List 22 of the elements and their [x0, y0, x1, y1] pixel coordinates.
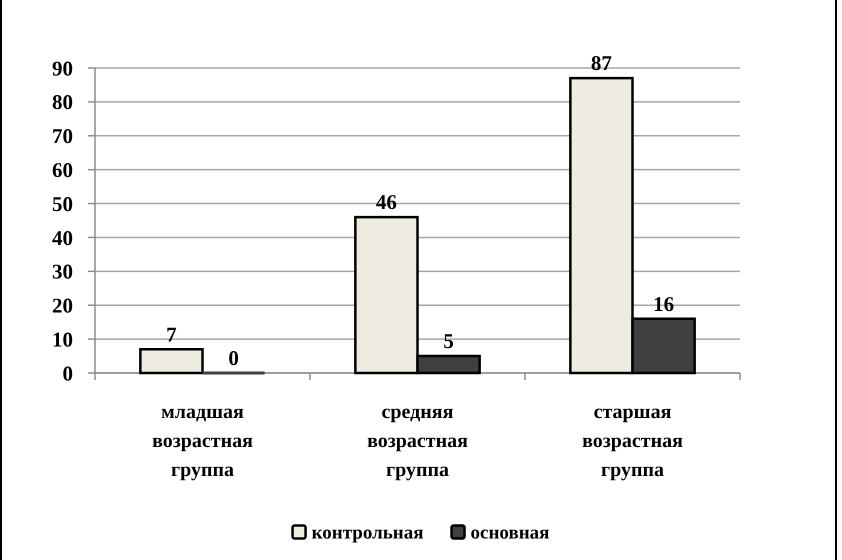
y-tick-label: 0: [62, 361, 73, 386]
x-tick-label: старшая возрастная группа: [582, 401, 684, 481]
y-tick-label: 60: [52, 158, 73, 182]
x-tick-label: средняя возрастная группа: [367, 401, 468, 481]
data-label: 7: [166, 322, 177, 346]
data-label: 16: [653, 292, 674, 316]
y-tick-label: 80: [52, 90, 73, 114]
x-tick-label: младшая возрастная группа: [152, 401, 254, 481]
y-tick-label: 90: [52, 56, 73, 80]
y-tick-label: 70: [52, 124, 73, 148]
data-label: 87: [590, 51, 612, 76]
y-tick-label: 30: [52, 260, 73, 284]
data-label: 5: [443, 329, 454, 354]
y-tick-label: 20: [52, 294, 73, 318]
y-tick-label: 40: [52, 226, 73, 250]
y-tick-label: 10: [52, 327, 73, 352]
data-label: 46: [376, 190, 397, 214]
y-tick-label: 50: [52, 192, 73, 216]
data-label: 0: [228, 346, 239, 370]
legend-label: контрольная: [312, 522, 424, 544]
legend-label: основная: [470, 522, 550, 544]
bar: [139, 348, 204, 374]
